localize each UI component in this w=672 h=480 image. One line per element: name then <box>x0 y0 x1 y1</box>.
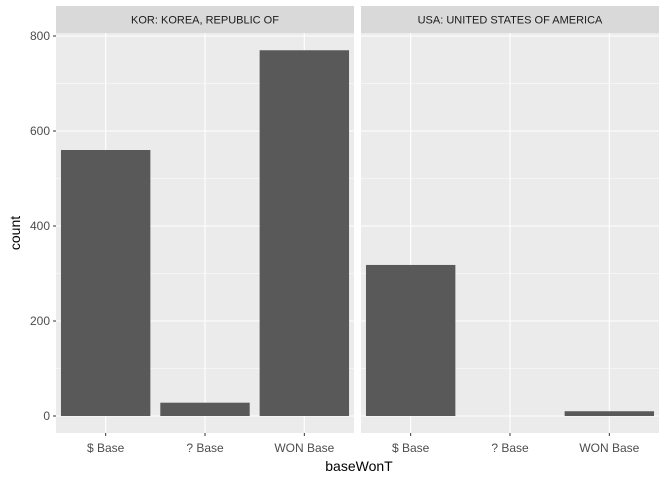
facet-strip-label: USA: UNITED STATES OF AMERICA <box>418 15 603 27</box>
facet-panel: USA: UNITED STATES OF AMERICA $ Base ? Bas… <box>361 6 659 455</box>
x-tick-label: ? Base <box>186 441 224 455</box>
bar <box>365 264 456 416</box>
facet-panel: KOR: KOREA, REPUBLIC OF $ Base ? Base WON B… <box>56 6 354 455</box>
y-tick-label: 0 <box>43 409 50 423</box>
x-tick-label: $ Base <box>87 441 125 455</box>
bar <box>259 50 350 416</box>
facet-strip <box>56 6 354 33</box>
bar <box>564 411 655 416</box>
facet-strip <box>361 6 659 33</box>
y-tick-label: 800 <box>30 29 50 43</box>
x-tick-label: $ Base <box>392 441 430 455</box>
y-tick-label: 600 <box>30 124 50 138</box>
facet-strip-label: KOR: KOREA, REPUBLIC OF <box>131 15 279 27</box>
x-tick-label: WON Base <box>274 441 334 455</box>
facet-panels: KOR: KOREA, REPUBLIC OF $ Base ? Base WON B… <box>56 6 659 455</box>
bar <box>60 150 151 416</box>
x-axis-title: baseWonT <box>325 458 393 474</box>
y-axis: 0 200 400 600 800 <box>30 29 56 423</box>
y-tick-label: 400 <box>30 219 50 233</box>
y-axis-title: count <box>7 216 23 250</box>
y-tick-label: 200 <box>30 314 50 328</box>
x-tick-label: ? Base <box>491 441 529 455</box>
x-tick-label: WON Base <box>579 441 639 455</box>
bar <box>160 402 250 416</box>
